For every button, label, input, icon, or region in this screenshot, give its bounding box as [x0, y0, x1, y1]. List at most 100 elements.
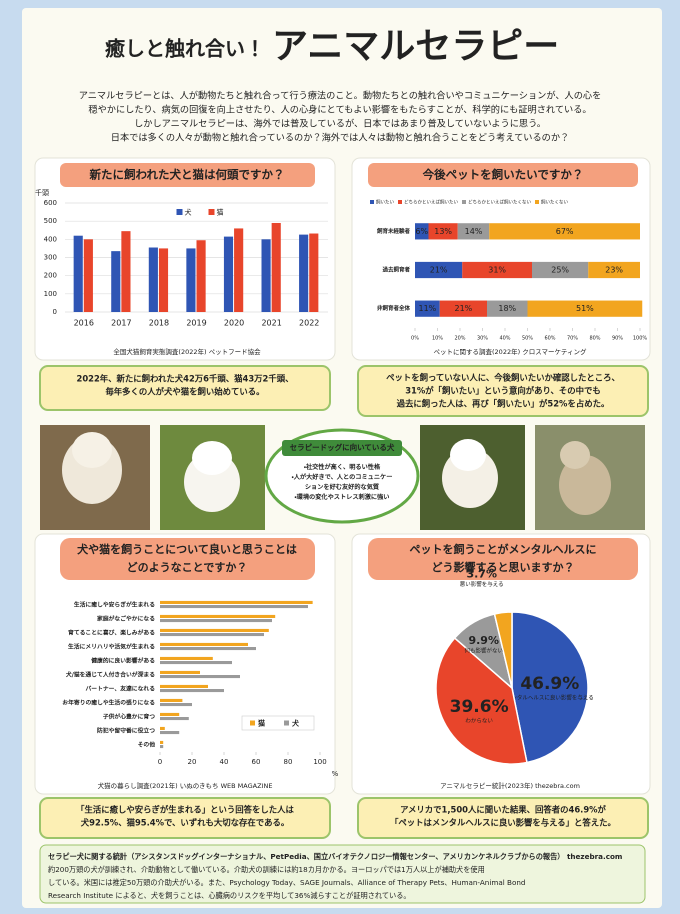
x-tick-label: 2021: [261, 319, 281, 328]
callout-point: ・人が大好きで、人とのコミュニケー: [292, 473, 393, 481]
bar: [111, 251, 120, 312]
legend-label: 猫: [217, 208, 224, 217]
legend-swatch: [462, 200, 466, 204]
callout-point: ・社交性が高く、明るい性格: [304, 463, 381, 471]
bar: [234, 228, 243, 312]
y-tick-label: 400: [44, 235, 57, 243]
poster: 癒しと触れ合い！アニマルセラピーアニマルセラピーとは、人が動物たちと触れ合って行…: [0, 0, 680, 914]
bar: [160, 661, 232, 664]
x-tick-label: 2019: [186, 319, 206, 328]
x-tick-label: 80%: [589, 336, 600, 342]
bar: [160, 657, 213, 660]
x-tick-label: 2016: [74, 319, 94, 328]
legend-swatch: [535, 200, 539, 204]
intro-line: しかしアニマルセラピーは、海外では普及しているが、日本ではあまり普及していないよ…: [134, 118, 546, 130]
value-label: 18%: [498, 304, 516, 313]
value-label: 21%: [454, 304, 472, 313]
legend-swatch: [370, 200, 374, 204]
callout-point: ションを好む友好的な気質: [305, 483, 380, 491]
value-label: 14%: [465, 227, 483, 236]
value-label: 51%: [576, 304, 594, 313]
value-label: 23%: [605, 266, 623, 275]
bar: [186, 248, 195, 312]
value-label: 39.6%: [450, 697, 509, 717]
x-tick-label: 10%: [432, 336, 443, 342]
legend-label: どちらかといえば飼いたい: [404, 199, 458, 206]
photo: [40, 425, 150, 530]
y-tick-label: 非飼育者全体: [377, 304, 411, 312]
bar: [160, 689, 224, 692]
y-tick-label: 防犯や留守番に役立つ: [97, 727, 155, 735]
note-line: アメリカで1,500人に聞いた結果、回答者の46.9%が: [400, 805, 606, 815]
title: アニマルセラピー: [272, 26, 559, 67]
y-tick-label: 健康的に良い影響がある: [90, 657, 155, 665]
y-tick-label: 0: [53, 308, 57, 316]
legend-swatch: [284, 721, 289, 726]
bar: [160, 703, 192, 706]
slice-label: 悪い影響を与える: [460, 580, 504, 588]
chart-title: ペットを飼うことがメンタルヘルスに: [410, 542, 597, 556]
x-tick-label: 20: [188, 758, 197, 766]
bar: [160, 685, 208, 688]
legend-label: 犬: [185, 208, 192, 217]
title-small: 癒しと触れ合い！: [105, 37, 265, 61]
legend-label: 飼いたくない: [541, 199, 568, 206]
slice-label: わからない: [465, 718, 493, 725]
x-tick-label: 2018: [149, 319, 169, 328]
bar: [160, 731, 179, 734]
photo: [420, 425, 525, 530]
legend-swatch: [177, 209, 183, 215]
bar: [160, 727, 165, 730]
bar: [159, 248, 168, 312]
note-line: 「ペットはメンタルヘルスに良い影響を与える」と答えた。: [390, 818, 616, 828]
bar: [160, 713, 179, 716]
slice-label: 何も影響がない: [464, 647, 503, 655]
bar: [261, 239, 270, 312]
x-tick-label: 2022: [299, 319, 319, 328]
bar: [272, 223, 281, 312]
footer-line: Research Institute によると、犬を飼うことは、心臓病のリスクを…: [48, 891, 411, 900]
bar: [160, 675, 240, 678]
legend-label: どちらかといえば飼いたくない: [468, 199, 531, 206]
legend-swatch: [209, 209, 215, 215]
y-tick-label: 200: [44, 272, 57, 280]
y-axis-label: 千頭: [35, 188, 49, 197]
value-label: 46.9%: [520, 674, 579, 694]
note-line: 31%が「飼いたい」という意向があり、その中でも: [405, 386, 601, 396]
value-label: 21%: [430, 266, 448, 275]
photo: [535, 425, 645, 530]
bar: [160, 615, 275, 618]
panel: [352, 158, 650, 360]
note-line: 犬92.5%、猫95.4%で、いずれも大切な存在である。: [80, 818, 289, 828]
bar: [224, 237, 233, 312]
chart-title: 今後ペットを飼いたいですか？: [422, 168, 584, 182]
chart-title: 新たに飼われた犬と猫は何頭ですか？: [89, 168, 285, 182]
callout-point: ・環境の変化やストレス刺激に強い: [295, 493, 390, 501]
slice-label: メンタルヘルスに良い影響を与える: [506, 694, 594, 702]
y-tick-label: 過去飼育者: [382, 266, 410, 274]
footer-line: セラピー犬に関する統計（アシスタンスドッグインターナショナル、PetPedia、…: [48, 852, 622, 861]
bar: [160, 741, 163, 744]
y-tick-label: パートナー、友達になれる: [85, 685, 155, 693]
value-label: 11%: [418, 304, 436, 313]
legend-label: 犬: [292, 719, 300, 728]
intro-line: 穏やかにしたり、病気の回復を向上させたり、人の心身にとてもよい影響をもたらすこと…: [88, 104, 591, 116]
value-label: 25%: [551, 266, 569, 275]
y-tick-label: 300: [44, 254, 57, 262]
x-tick-label: 2020: [224, 319, 244, 328]
chart-title: どう影響すると思いますか？: [432, 560, 575, 574]
x-tick-label: 90%: [612, 336, 623, 342]
legend-swatch: [398, 200, 402, 204]
bar: [160, 647, 256, 650]
bar: [160, 633, 264, 636]
photo: [160, 425, 265, 530]
legend-label: 猫: [258, 719, 265, 728]
bar: [149, 248, 158, 312]
x-tick-label: 50%: [522, 336, 533, 342]
value-label: 3.7%: [466, 568, 497, 581]
bar: [160, 671, 200, 674]
bar: [121, 231, 130, 312]
value-label: 67%: [556, 227, 574, 236]
note-line: ペットを飼っていない人に、今後飼いたいか確認したところ、: [386, 373, 620, 383]
x-tick-label: 80: [284, 758, 293, 766]
